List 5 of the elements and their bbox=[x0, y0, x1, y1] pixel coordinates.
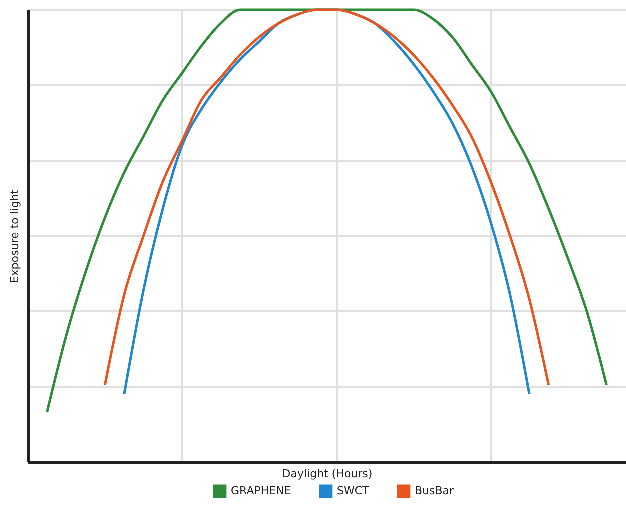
x-axis-title: Daylight (Hours) bbox=[282, 468, 373, 480]
legend-label: GRAPHENE bbox=[231, 484, 292, 498]
y-axis-title: Exposure to light bbox=[8, 189, 22, 284]
legend-label: BusBar bbox=[415, 484, 455, 498]
legend-label: SWCT bbox=[337, 484, 370, 498]
